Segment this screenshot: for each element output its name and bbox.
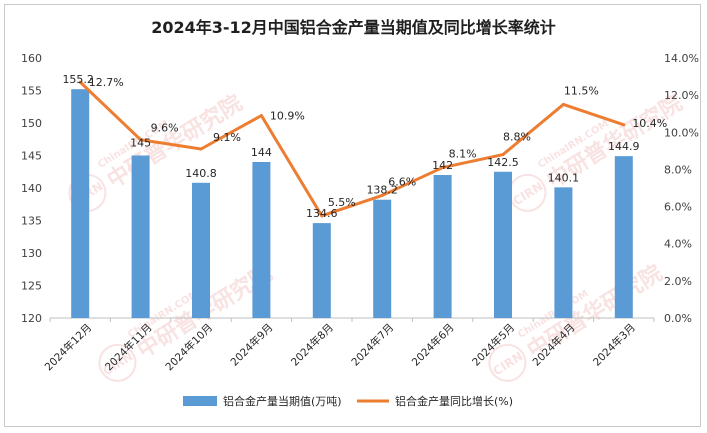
bar (252, 162, 271, 318)
bar-value-label: 155.2 (62, 73, 94, 86)
y-left-tick-label: 140 (21, 182, 42, 195)
line-point (139, 138, 143, 142)
line-value-label: 5.5% (328, 196, 356, 209)
legend-label-bars: 铝合金产量当期值(万吨) (223, 394, 342, 408)
line-value-label: 11.5% (564, 84, 599, 97)
legend-swatch-bars (183, 396, 217, 406)
x-tick-label: 2024年8月 (288, 321, 336, 369)
y-right-tick-label: 4.0% (664, 238, 692, 251)
x-tick-label: 2024年6月 (409, 321, 457, 369)
line-point (259, 114, 263, 118)
watermark-logo-text: CIRN (510, 179, 545, 208)
bar-value-label: 144 (251, 146, 272, 159)
line-value-label: 10.4% (632, 117, 667, 130)
y-left-tick-label: 120 (21, 312, 42, 325)
chart-title: 2024年3-12月中国铝合金产量当期值及同比增长率统计 (151, 18, 556, 37)
bar (494, 171, 512, 318)
watermark-logo (98, 343, 137, 382)
line-point (199, 147, 203, 151)
line-point (320, 214, 324, 218)
line-value-label: 12.7% (89, 76, 124, 89)
line-value-label: 8.1% (449, 148, 477, 161)
bar (71, 89, 90, 318)
y-left-tick-label: 160 (21, 52, 42, 65)
x-tick-label: 2024年12月 (42, 321, 94, 373)
bar (373, 199, 392, 318)
line-point (380, 193, 384, 197)
bar-value-label: 142 (432, 159, 453, 172)
bar-value-label: 142.5 (487, 156, 519, 169)
line-point (441, 166, 445, 170)
y-right-tick-label: 0.0% (664, 312, 692, 325)
chart-frame (4, 4, 701, 427)
y-right-tick-label: 10.0% (664, 126, 699, 139)
line-value-label: 6.6% (388, 175, 416, 188)
watermark-logo (488, 343, 527, 382)
line-value-label: 9.6% (151, 122, 179, 135)
line-point (501, 153, 505, 157)
line-point (78, 80, 82, 84)
line-point (561, 102, 565, 106)
legend-label-line: 铝合金产量同比增长(%) (395, 394, 513, 408)
bar (192, 182, 210, 318)
line-value-label: 8.8% (503, 131, 531, 144)
y-left-tick-label: 125 (21, 280, 42, 293)
bar (614, 156, 633, 318)
bar-value-label: 144.9 (608, 140, 640, 153)
line-value-label: 9.1% (213, 131, 241, 144)
line-point (622, 123, 626, 127)
bar (554, 187, 573, 318)
bar (131, 155, 150, 318)
y-right-tick-label: 8.0% (664, 163, 692, 176)
y-right-tick-label: 14.0% (664, 52, 699, 65)
line-value-label: 10.9% (270, 110, 305, 123)
bar-value-label: 140.1 (548, 171, 580, 184)
y-right-tick-label: 6.0% (664, 201, 692, 214)
bar-value-label: 134.6 (306, 207, 338, 220)
x-tick-label: 2024年7月 (349, 321, 397, 369)
x-tick-label: 2024年9月 (228, 321, 276, 369)
y-left-tick-label: 135 (21, 215, 42, 228)
watermark-logo-text: CIRN (490, 349, 525, 378)
y-right-tick-label: 2.0% (664, 275, 692, 288)
y-left-tick-label: 145 (21, 150, 42, 163)
bar (433, 175, 452, 318)
y-left-tick-label: 130 (21, 247, 42, 260)
y-left-tick-label: 150 (21, 117, 42, 130)
y-left-tick-label: 155 (21, 85, 42, 98)
x-tick-label: 2024年3月 (590, 321, 638, 369)
growth-line (79, 81, 625, 218)
bar-value-label: 138.2 (366, 184, 398, 197)
bar (312, 223, 331, 318)
bar-value-label: 140.8 (185, 167, 217, 180)
y-right-tick-label: 12.0% (664, 89, 699, 102)
watermark-logo (508, 173, 547, 212)
bar-value-label: 145 (130, 137, 151, 150)
